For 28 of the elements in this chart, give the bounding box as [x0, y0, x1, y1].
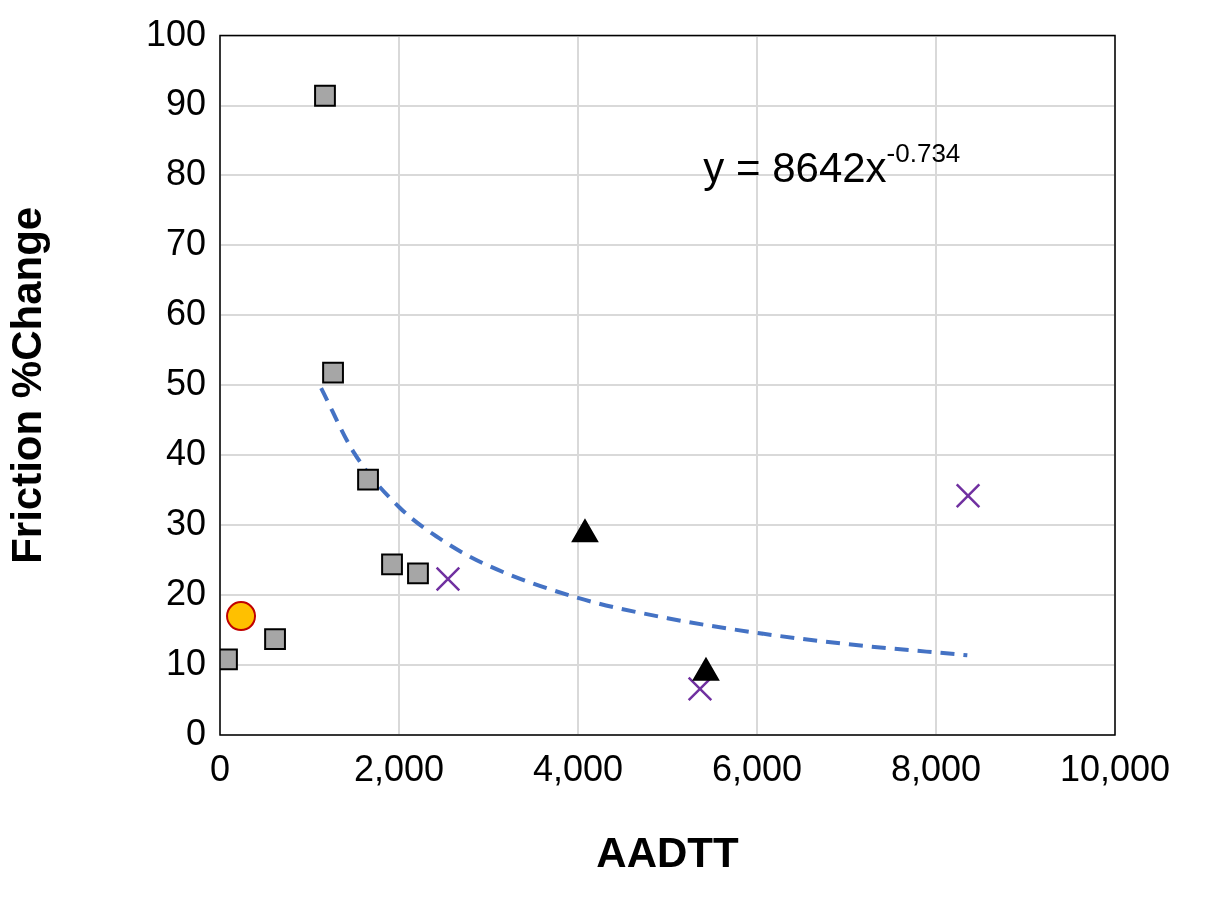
y-tick-label: 80 [165, 152, 206, 194]
y-tick-label: 90 [165, 82, 206, 124]
point [381, 553, 403, 576]
y-tick-label: 50 [165, 362, 206, 404]
x-tick-label: 8,000 [890, 747, 982, 789]
y-tick-label: 30 [165, 502, 206, 544]
point [407, 562, 429, 585]
x-tick-label: 4,000 [532, 747, 624, 789]
y-axis-title: Friction %Change [2, 206, 50, 564]
point [955, 483, 981, 509]
point [322, 361, 344, 384]
point [357, 468, 379, 491]
y-tick-label: 70 [165, 222, 206, 264]
line-series [319, 386, 970, 658]
y-tick-label: 40 [165, 432, 206, 474]
x-tick-label: 6,000 [711, 747, 803, 789]
y-tick-label: 10 [165, 641, 206, 683]
y-tick-label: 60 [165, 292, 206, 334]
x-axis-title: AADTT [596, 829, 739, 877]
x-tick-label: 10,000 [1059, 747, 1171, 789]
point [435, 566, 461, 592]
point [314, 84, 336, 107]
y-tick-label: 100 [145, 12, 206, 54]
point [226, 601, 257, 632]
y-tick-label: 20 [165, 572, 206, 614]
x-tick-label: 2,000 [353, 747, 445, 789]
y-tick-label: 0 [185, 711, 206, 753]
point [264, 628, 286, 651]
